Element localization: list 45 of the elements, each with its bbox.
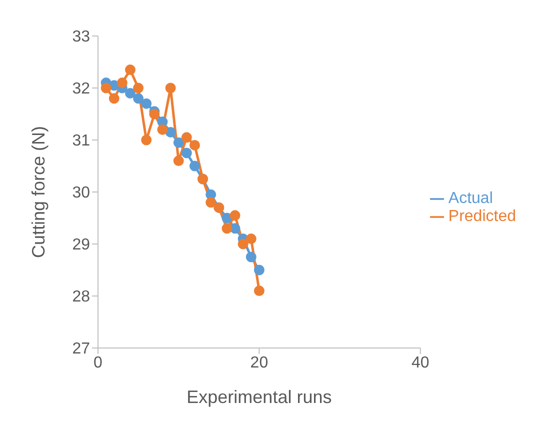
point (173, 156, 184, 166)
point (222, 223, 232, 234)
x-tick-label: 0 (94, 354, 103, 372)
point (189, 160, 200, 172)
point (230, 223, 240, 234)
y-tick-label: 32 (72, 80, 90, 98)
y-axis-title: Cutting force (N) (28, 126, 48, 258)
point (222, 212, 232, 224)
point (157, 116, 168, 128)
point (116, 78, 128, 88)
point (254, 264, 264, 276)
point (206, 189, 216, 200)
point (246, 234, 256, 244)
point (165, 82, 176, 94)
point (157, 124, 168, 135)
point (149, 108, 160, 120)
point (165, 126, 176, 138)
point (133, 93, 144, 104)
point (100, 82, 112, 94)
point (238, 238, 248, 250)
point (181, 148, 192, 158)
y-tick-label: 27 (72, 340, 90, 358)
point (141, 134, 152, 146)
y-tick-label: 29 (72, 236, 90, 254)
point (173, 137, 184, 148)
point (124, 88, 136, 98)
y-tick-label: 33 (72, 28, 90, 46)
y-tick-label: 30 (72, 184, 90, 202)
point (133, 82, 144, 94)
y-tick-label: 28 (72, 288, 90, 306)
legend-label: Actual (448, 190, 493, 207)
point (206, 197, 216, 208)
point (181, 132, 192, 143)
point (189, 140, 200, 150)
x-tick-label: 40 (412, 354, 430, 372)
point (230, 210, 240, 221)
point (141, 98, 152, 109)
point (124, 64, 136, 76)
point (254, 286, 264, 296)
point (246, 252, 256, 262)
point (108, 93, 120, 104)
x-tick-label: 20 (250, 354, 268, 372)
legend-label: Predicted (448, 208, 516, 225)
y-tick-label: 31 (72, 132, 90, 150)
x-axis-title: Experimental runs (186, 386, 332, 407)
